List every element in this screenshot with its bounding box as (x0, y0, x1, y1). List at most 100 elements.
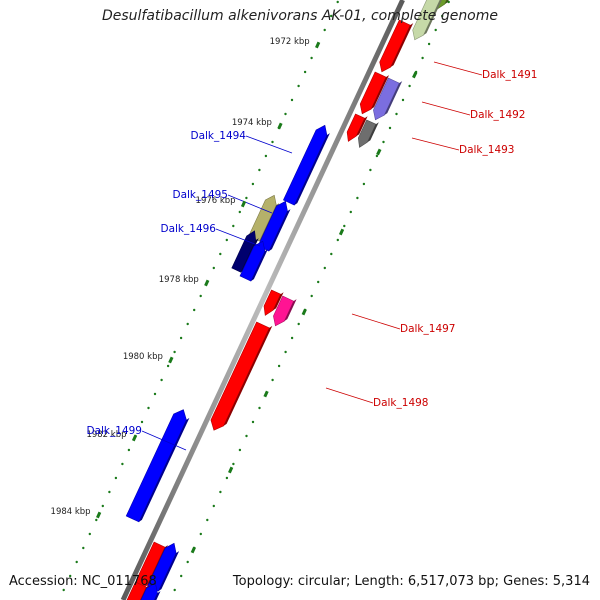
tick-dot-left (212, 266, 215, 270)
tick-mark-right (263, 390, 269, 398)
gene-bottom-blue2-side (154, 591, 161, 600)
tick-label: 1974 kbp (232, 118, 272, 128)
gene-label: Dalk_1499 (87, 425, 143, 437)
tick-dot-left (323, 28, 326, 32)
tick-dot-left (147, 406, 150, 410)
tick-dot-right (238, 448, 242, 452)
gene-dalk1490b-partial (412, 0, 442, 41)
tick-dot-right (277, 364, 281, 368)
gene-dalk1494-body (283, 124, 328, 206)
tick-dot-left (127, 448, 131, 452)
tick-dot-left (75, 560, 78, 564)
gene-label: Dalk_1493 (459, 144, 515, 156)
tick-dot-right (323, 266, 326, 270)
tick-dot-right (225, 476, 229, 480)
gene-dalk1499-body (125, 409, 187, 523)
gene-dalk1493-body (357, 119, 377, 148)
gene-leader-lines (141, 61, 483, 451)
tick-mark (131, 434, 138, 442)
gene-dalk1497-side (284, 299, 297, 322)
gene-dalk1497-body (273, 295, 294, 327)
tick-dot-right (284, 350, 287, 354)
tick-mark-right (190, 546, 196, 554)
leader-line (411, 137, 460, 151)
gene-dalk1498-body (210, 321, 270, 431)
tick-dot-left (186, 322, 189, 326)
tick-dot-right (186, 560, 189, 564)
tick-dot-right (427, 42, 431, 46)
tick-mark-right (228, 466, 234, 474)
tick-dot-right (375, 154, 379, 158)
tick-dot-left (225, 238, 228, 242)
tick-dot-left (88, 532, 92, 536)
tick-label: 1982 kbp (86, 430, 126, 440)
gene-dalk1492-side (384, 81, 403, 116)
gene-top-red-body (379, 19, 411, 73)
gene-dalk1496b (239, 240, 268, 282)
tick-dot-left (232, 224, 235, 228)
tick-mark-right (412, 71, 418, 79)
tick-dot-left (336, 0, 339, 4)
tick-dot-right (447, 0, 450, 4)
tick-dot-left (82, 546, 85, 550)
tick-dot-left (284, 112, 287, 116)
tick-dot-right (206, 518, 209, 522)
leader-line (351, 313, 401, 330)
gene-dalk1494 (283, 124, 330, 206)
tick-dot-right (180, 574, 183, 578)
gene-dalk1493a (346, 113, 368, 142)
gene-top-red (379, 19, 414, 73)
gene-dalk1498-side (223, 325, 273, 426)
tick-mark-right (338, 228, 345, 236)
tick-dot-right (336, 238, 339, 242)
tick-mark (277, 122, 283, 130)
gene-dalk1491-side (371, 75, 389, 110)
tick-dot-left (219, 252, 222, 256)
tick-dot-left (140, 420, 144, 424)
gene-label: Dalk_1494 (191, 130, 247, 142)
tick-dot-left (173, 350, 176, 354)
gene-dalk1499-side (138, 417, 190, 522)
tick-dot-left (245, 196, 248, 200)
gene-dalk1490b-partial-body (412, 0, 441, 41)
tick-dot-right (212, 504, 215, 508)
tick-dot-left (166, 364, 170, 368)
tick-label: 1976 kbp (196, 196, 236, 206)
gene-dalk1492-body (373, 77, 400, 121)
tick-mark-right (301, 308, 307, 316)
tick-label: 1972 kbp (270, 37, 310, 47)
tick-dot-left (62, 588, 65, 592)
tick-dot-right (199, 532, 202, 536)
gene-dalk1490b-partial-side (423, 0, 442, 36)
tick-mark (240, 200, 247, 208)
tick-dot-right (232, 462, 235, 466)
leader-line (421, 101, 471, 116)
gene-bottom-red2-body (126, 581, 147, 600)
tick-mark (204, 279, 210, 287)
gene-dalk1497a (263, 289, 284, 316)
tick-dot-left (264, 154, 268, 158)
tick-dot-left (303, 70, 307, 74)
accession-label: Accession: NC_011768 (9, 574, 157, 589)
tick-dot-left (114, 476, 118, 480)
gene-label: Dalk_1495 (173, 189, 229, 201)
tick-dot-right (297, 322, 300, 326)
tick-dot-left (108, 490, 111, 494)
leader-line (245, 135, 293, 154)
tick-dot-right (245, 434, 248, 438)
tick-dot-right (173, 588, 176, 592)
tick-dot-right (356, 196, 359, 200)
tick-label: 1978 kbp (159, 275, 199, 285)
tick-dot-right (362, 182, 366, 186)
tick-dot-right (271, 378, 274, 382)
gene-dalk1493a-body (346, 113, 365, 142)
backbone-line (120, 0, 405, 600)
tick-dot-left (271, 140, 274, 144)
tick-dot-left (251, 182, 255, 186)
tick-dot-left (199, 294, 202, 298)
leader-line (215, 228, 261, 247)
leader-line (141, 430, 187, 451)
gene-dalk1496-body (231, 230, 257, 273)
